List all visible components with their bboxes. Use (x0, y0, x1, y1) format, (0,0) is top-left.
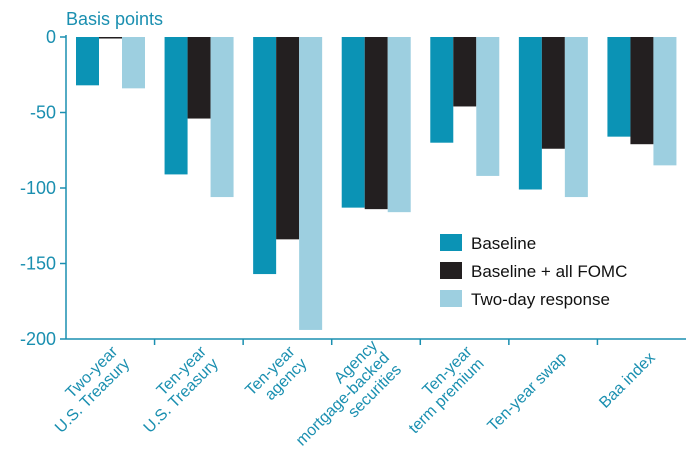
category-label: Ten-yearterm premium (394, 343, 488, 437)
y-tick-label: -150 (20, 254, 56, 274)
category-label-text: Two-yearU.S. Treasury (40, 343, 134, 437)
legend-label: Baseline + all FOMC (471, 262, 627, 281)
category-label-text: Ten-year swap (485, 349, 571, 435)
bar-two-day-response-2 (299, 37, 323, 330)
legend-label: Baseline (471, 234, 536, 253)
bar-two-day-response-6 (653, 37, 677, 166)
bar-two-day-response-3 (387, 37, 411, 213)
y-tick-label: -50 (30, 103, 56, 123)
category-label-text: Agencymortgage-backedsecurities (281, 337, 405, 461)
axes (65, 35, 686, 345)
bar-baseline-3 (341, 37, 365, 208)
legend-swatch (440, 290, 462, 307)
bar-baseline-all-fomc-4 (453, 37, 477, 107)
category-label: Ten-yearU.S. Treasury (129, 343, 223, 437)
y-axis-unit-label: Basis points (66, 9, 163, 29)
bar-baseline-all-fomc-3 (364, 37, 388, 210)
category-label: Agencymortgage-backedsecurities (281, 337, 405, 461)
bar-baseline-5 (518, 37, 542, 190)
category-label-text: Ten-yearagency (242, 343, 311, 412)
bar-baseline-all-fomc-2 (276, 37, 300, 240)
category-label-text: Ten-yearterm premium (394, 343, 488, 437)
bar-two-day-response-4 (476, 37, 500, 176)
bar-two-day-response-1 (210, 37, 234, 198)
y-tick-label: -100 (20, 178, 56, 198)
category-label: Baa index (596, 349, 658, 411)
bar-baseline-1 (164, 37, 188, 175)
bar-baseline-2 (253, 37, 277, 275)
bar-baseline-all-fomc-1 (187, 37, 211, 119)
bars (76, 37, 677, 330)
bar-two-day-response-5 (564, 37, 588, 198)
bar-baseline-0 (76, 37, 99, 86)
legend-label: Two-day response (471, 290, 610, 309)
x-axis-category-labels: Two-yearU.S. Treasury Ten-yearU.S. Treasu… (40, 337, 659, 461)
bar-baseline-all-fomc-5 (541, 37, 565, 149)
legend: Baseline Baseline + all FOMC Two-day respo… (440, 234, 627, 309)
category-label-line: Ten-year swap (485, 349, 571, 435)
category-label-line: Baa index (596, 349, 658, 411)
legend-swatch (440, 234, 462, 251)
y-tick-label: -200 (20, 329, 56, 349)
category-label: Ten-yearagency (242, 343, 311, 412)
y-axis-ticks: 0 -50 -100 -150 -200 (20, 27, 66, 349)
category-label-text: Ten-yearU.S. Treasury (129, 343, 223, 437)
bar-baseline-all-fomc-0 (99, 37, 122, 39)
category-label: Ten-year swap (485, 349, 571, 435)
y-tick-label: 0 (46, 27, 56, 47)
category-label: Two-yearU.S. Treasury (40, 343, 134, 437)
category-label-text: Baa index (596, 349, 658, 411)
bar-baseline-4 (430, 37, 454, 143)
bar-baseline-all-fomc-6 (630, 37, 654, 145)
legend-swatch (440, 262, 462, 279)
bar-baseline-6 (607, 37, 631, 137)
bar-two-day-response-0 (122, 37, 145, 89)
